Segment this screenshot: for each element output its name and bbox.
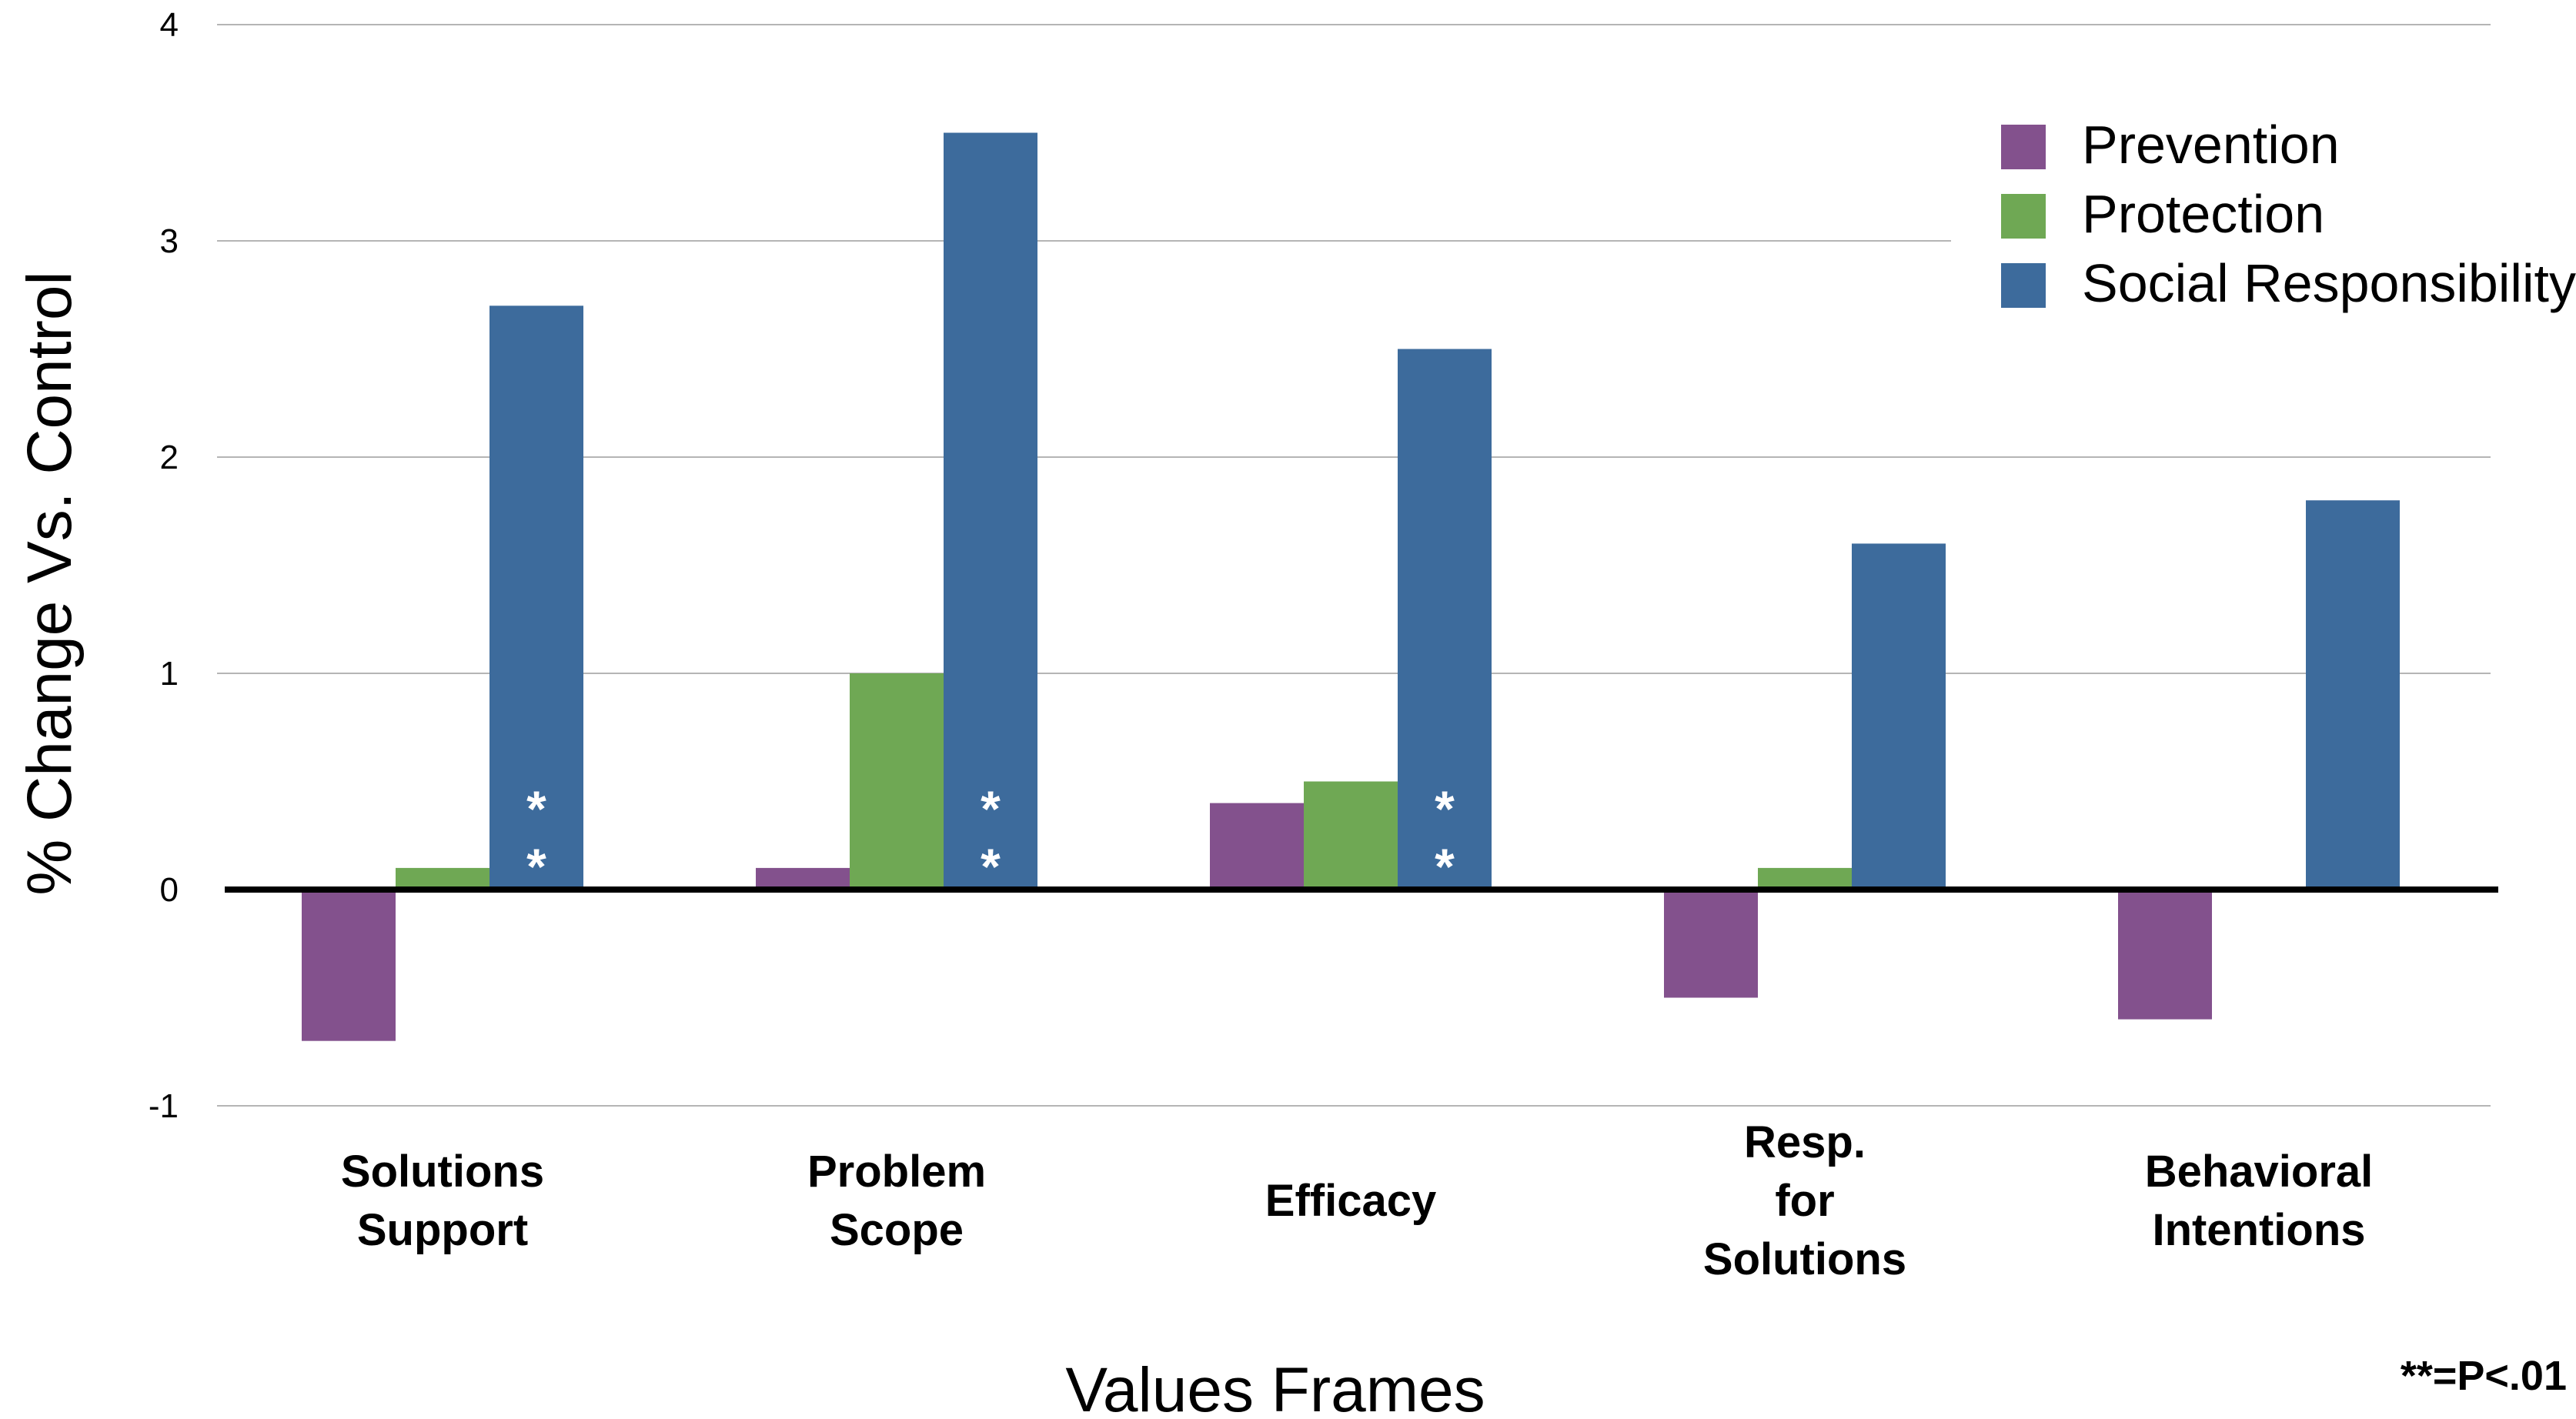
bar-social-responsibility bbox=[1398, 349, 1492, 890]
y-axis-title: % Change Vs. Control bbox=[15, 271, 85, 895]
bar-prevention bbox=[302, 890, 396, 1041]
x-category-label: Solutions bbox=[341, 1147, 544, 1197]
legend-swatch bbox=[2001, 263, 2046, 308]
x-category-label: Solutions bbox=[1703, 1234, 1906, 1284]
x-axis-title: Values Frames bbox=[1065, 1355, 1485, 1419]
legend: Prevention Protection Social Responsibilit… bbox=[1951, 81, 2576, 327]
x-category-label: Intentions bbox=[2152, 1205, 2365, 1255]
x-category-label: for bbox=[1775, 1176, 1834, 1226]
bar-social-responsibility bbox=[1852, 543, 1946, 890]
x-category-label: Behavioral bbox=[2145, 1147, 2374, 1197]
bars bbox=[302, 132, 2400, 1041]
bar-prevention bbox=[1664, 890, 1758, 998]
significance-asterisk: * bbox=[981, 838, 1001, 895]
bar-protection bbox=[396, 867, 489, 890]
y-tick-label: -1 bbox=[149, 1087, 179, 1125]
bar-prevention bbox=[756, 867, 850, 890]
y-tick-label: 1 bbox=[160, 655, 179, 693]
legend-label: Social Responsibility bbox=[2082, 253, 2576, 313]
significance-asterisk: * bbox=[1435, 780, 1455, 837]
bar-prevention bbox=[1210, 803, 1304, 890]
legend-label: Prevention bbox=[2082, 115, 2340, 175]
y-tick-label: 0 bbox=[160, 871, 179, 909]
y-tick-label: 4 bbox=[160, 6, 179, 44]
x-category-label: Resp. bbox=[1744, 1117, 1866, 1167]
y-axis-ticks: -1 0 1 2 3 4 bbox=[149, 6, 179, 1125]
x-axis-category-labels: Solutions Support Problem Scope Efficacy Resp… bbox=[341, 1117, 2373, 1284]
bar-social-responsibility bbox=[944, 132, 1037, 890]
legend-swatch bbox=[2001, 194, 2046, 239]
significance-note: **=P<.01 bbox=[2401, 1353, 2567, 1399]
bar-protection bbox=[1758, 867, 1852, 890]
x-category-label: Support bbox=[357, 1205, 528, 1255]
bar-protection bbox=[1304, 781, 1398, 890]
y-tick-label: 3 bbox=[160, 222, 179, 260]
significance-markers: ****** bbox=[526, 780, 1455, 895]
significance-asterisk: * bbox=[526, 780, 546, 837]
bar-social-responsibility bbox=[489, 306, 583, 890]
bar-protection bbox=[850, 673, 944, 890]
bar-social-responsibility bbox=[2306, 500, 2400, 890]
legend-label: Protection bbox=[2082, 184, 2324, 244]
y-tick-label: 2 bbox=[160, 439, 179, 476]
x-category-label: Scope bbox=[830, 1205, 964, 1255]
significance-asterisk: * bbox=[526, 838, 546, 895]
bar-prevention bbox=[2118, 890, 2212, 1020]
legend-swatch bbox=[2001, 125, 2046, 169]
x-category-label: Efficacy bbox=[1265, 1176, 1436, 1226]
significance-asterisk: * bbox=[981, 780, 1001, 837]
legend-background bbox=[1951, 81, 2576, 327]
significance-asterisk: * bbox=[1435, 838, 1455, 895]
x-category-label: Problem bbox=[807, 1147, 986, 1197]
